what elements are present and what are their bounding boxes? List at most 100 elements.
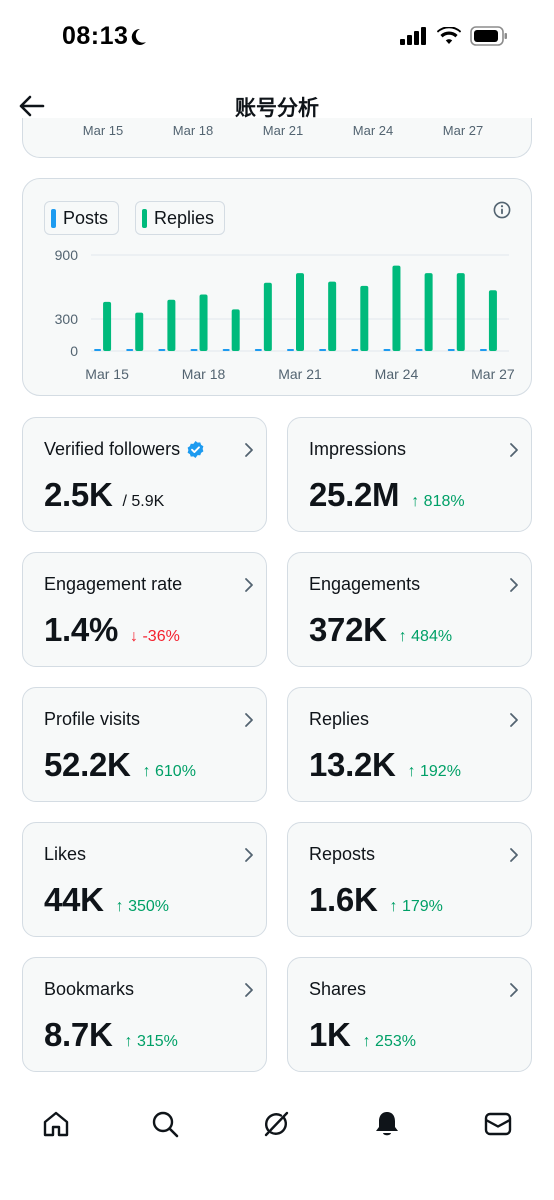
stat-label: Reposts (309, 844, 376, 864)
arrow-left-icon (19, 95, 45, 117)
stat-value: 1K (309, 1016, 351, 1053)
legend-replies[interactable]: Replies (135, 201, 226, 235)
status-bar: 08:13 (0, 0, 554, 78)
legend-swatch-posts (51, 208, 56, 228)
stat-value: 1.4% (44, 611, 119, 648)
grok-icon (264, 1111, 289, 1137)
stat-card-engagements[interactable]: Engagements 372K ↑ 484% (287, 552, 532, 667)
home-icon (43, 1111, 69, 1137)
back-button[interactable] (14, 88, 50, 124)
stat-label: Replies (309, 709, 370, 729)
notifications-icon (376, 1112, 398, 1136)
legend-label-posts: Posts (63, 207, 109, 228)
verified-badge-icon (187, 440, 204, 459)
stat-value-row: 2.5K / 5.9K (44, 476, 164, 514)
bar-posts (287, 349, 294, 351)
stat-card-verified-followers[interactable]: Verified followers 2.5K / 5.9K (22, 417, 267, 532)
stat-label: Bookmarks (44, 979, 135, 999)
cellular-signal-icon (400, 27, 428, 50)
bar-replies (231, 309, 240, 351)
x-tick-label: Mar 24 (375, 366, 419, 382)
chevron-right-icon (245, 578, 253, 592)
bar-posts (383, 349, 391, 351)
chevron-right-icon (245, 713, 253, 727)
chevron-right-icon (510, 848, 518, 862)
bar-replies (392, 265, 401, 351)
partial-tick-label: Mar 24 (352, 123, 394, 138)
bar-posts (94, 349, 102, 351)
stat-card-likes[interactable]: Likes 44K ↑ 350% (22, 822, 267, 937)
stat-card-shares[interactable]: Shares 1K ↑ 253% (287, 957, 532, 1072)
bar-replies (296, 273, 304, 351)
partial-tick-label: Mar 27 (442, 123, 484, 138)
stat-label-row: Verified followers (44, 439, 205, 460)
stat-card-engagement-rate[interactable]: Engagement rate 1.4% ↓ -36% (22, 552, 267, 667)
y-tick-label: 0 (70, 343, 78, 359)
nav-search[interactable] (147, 1106, 183, 1142)
bar-posts (158, 349, 166, 351)
chevron-right-icon (510, 578, 518, 592)
bar-posts (415, 349, 423, 351)
bar-replies (167, 299, 176, 351)
bar-replies (456, 273, 465, 351)
stat-delta: ↑ 484% (398, 628, 453, 645)
stat-label: Likes (44, 844, 87, 864)
x-tick-label: Mar 18 (182, 366, 226, 382)
partial-tick-label: Mar 18 (172, 123, 214, 138)
bar-replies (360, 285, 369, 351)
bar-posts (351, 349, 359, 351)
x-tick-label: Mar 15 (85, 366, 129, 382)
wifi-icon (437, 26, 461, 50)
bar-replies (424, 273, 433, 351)
nav-notifications[interactable] (369, 1106, 405, 1142)
chevron-right-icon (510, 983, 518, 997)
stat-card-reposts[interactable]: Reposts 1.6K ↑ 179% (287, 822, 532, 937)
bar-posts (126, 349, 134, 351)
legend-posts[interactable]: Posts (44, 201, 120, 235)
x-tick-label: Mar 21 (278, 366, 322, 382)
nav-home[interactable] (38, 1106, 74, 1142)
stat-card-impressions[interactable]: Impressions 25.2M ↑ 818% (287, 417, 532, 532)
stat-value: 372K (309, 611, 387, 648)
stat-value: 44K (44, 881, 104, 918)
bar-replies (328, 281, 337, 351)
stat-total: / 5.9K (122, 493, 165, 510)
bar-posts (319, 349, 327, 351)
battery-icon (470, 26, 508, 51)
bar-posts (479, 349, 487, 351)
y-tick-label: 900 (55, 247, 79, 263)
bottom-nav (0, 1094, 554, 1154)
legend-swatch-replies (142, 208, 147, 228)
status-time: 08:13 (62, 22, 129, 50)
y-tick-label: 300 (55, 311, 79, 327)
chevron-right-icon (510, 443, 518, 457)
bar-replies (135, 312, 144, 351)
stat-delta: ↑ 315% (124, 1033, 178, 1050)
bar-replies (199, 294, 208, 351)
stat-label: Impressions (309, 439, 407, 459)
stat-delta: ↑ 350% (115, 898, 170, 915)
chevron-right-icon (245, 443, 253, 457)
stat-card-bookmarks[interactable]: Bookmarks 8.7K ↑ 315% (22, 957, 267, 1072)
stat-value: 13.2K (309, 746, 396, 783)
nav-messages[interactable] (480, 1106, 516, 1142)
nav-grok[interactable] (258, 1106, 294, 1142)
moon-icon (128, 27, 148, 52)
info-icon[interactable] (493, 201, 511, 224)
page-header: 账号分析 (0, 78, 554, 133)
stat-value: 2.5K (44, 476, 113, 513)
x-tick-label: Mar 27 (471, 366, 515, 382)
stat-value: 52.2K (44, 746, 131, 783)
stat-delta: ↑ 818% (411, 493, 465, 510)
bar-posts (447, 349, 455, 351)
stat-label: Verified followers (44, 439, 181, 459)
stat-delta: ↑ 179% (389, 898, 443, 915)
activity-chart-card: Posts Replies 900 300 0 Mar 15 Mar 18 Mar 21 M… (22, 178, 532, 396)
bar-replies (488, 290, 497, 351)
stat-delta: ↑ 610% (142, 763, 196, 780)
bar-posts (222, 349, 230, 351)
stat-delta: ↓ -36% (130, 628, 180, 645)
stat-delta: ↑ 253% (362, 1033, 416, 1050)
stat-card-profile-visits[interactable]: Profile visits 52.2K ↑ 610% (22, 687, 267, 802)
stat-card-replies[interactable]: Replies 13.2K ↑ 192% (287, 687, 532, 802)
